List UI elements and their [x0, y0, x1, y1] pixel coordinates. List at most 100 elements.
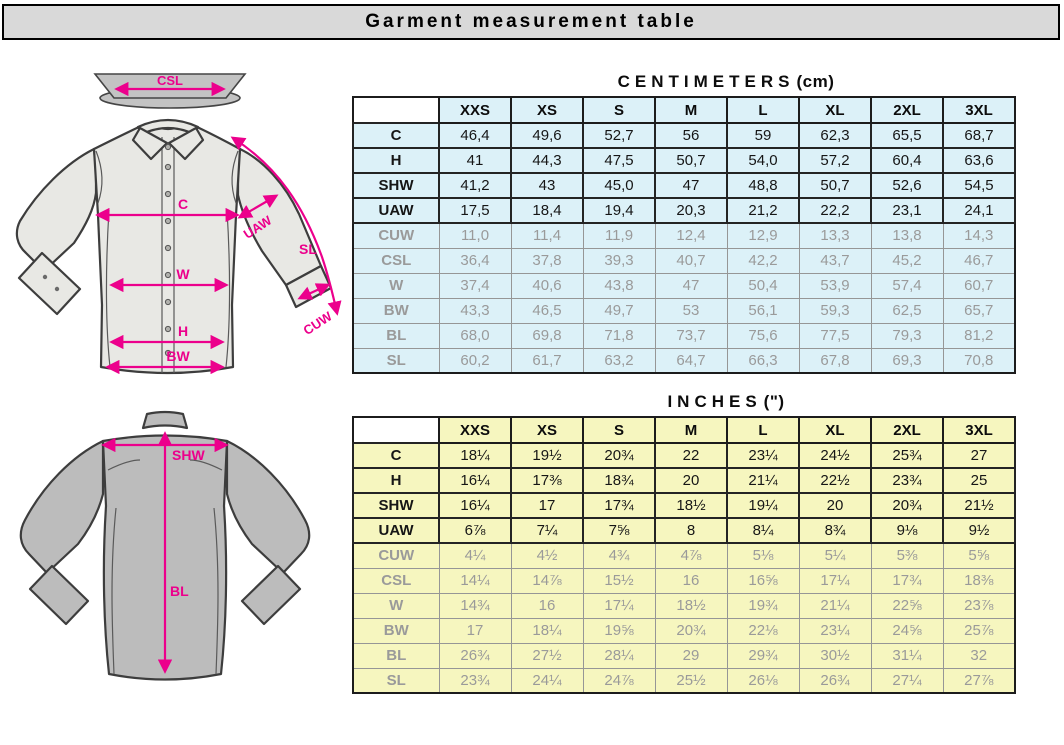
cm-row-BL: BL 68,0 69,8 71,8 73,7 75,6 77,5 79,3 81,2: [352, 322, 1016, 349]
measure-value-BW-3XL: 65,7: [942, 297, 1016, 324]
inches-table-title: INCHES ("): [438, 390, 1014, 416]
measure-value-SHW-XS: 43: [510, 172, 584, 199]
centimeters-table-title: CENTIMETERS (cm): [438, 70, 1014, 96]
measure-value-CSL-M: 16: [654, 567, 728, 594]
size-column-header-XL: XL: [798, 96, 872, 124]
measure-value-W-XL: 53,9: [798, 272, 872, 299]
bw-label: BW: [166, 348, 190, 364]
inch-row-H: H 16¼ 17⅜ 18¾ 20 21¼ 22½ 23¾ 25: [352, 467, 1016, 494]
measure-value-C-S: 52,7: [582, 122, 656, 149]
inch-row-SL: SL 23¾ 24¼ 24⅞ 25½ 26⅛ 26¾ 27¼ 27⅞: [352, 667, 1016, 694]
measure-value-CUW-M: 4⅞: [654, 542, 728, 569]
measure-value-CSL-XXS: 14¼: [438, 567, 512, 594]
measure-value-C-XS: 49,6: [510, 122, 584, 149]
measure-value-UAW-XS: 7¼: [510, 517, 584, 544]
measure-value-H-2XL: 23¾: [870, 467, 944, 494]
measure-label: CSL: [352, 247, 440, 274]
size-column-header-S: S: [582, 96, 656, 124]
measure-value-W-XS: 40,6: [510, 272, 584, 299]
shirt-front-drawing: [15, 118, 333, 375]
measure-value-H-M: 20: [654, 467, 728, 494]
measure-value-SHW-XXS: 16¼: [438, 492, 512, 519]
measure-label: C: [352, 442, 440, 469]
size-column-header-L: L: [726, 416, 800, 444]
measure-value-H-L: 54,0: [726, 147, 800, 174]
measure-label: CUW: [352, 222, 440, 249]
size-column-header-3XL: 3XL: [942, 96, 1016, 124]
inches-unit-suffix: ("): [763, 392, 785, 411]
measure-value-BW-3XL: 25⅞: [942, 617, 1016, 644]
measure-value-BW-XXS: 17: [438, 617, 512, 644]
measure-value-CSL-XS: 37,8: [510, 247, 584, 274]
inch-row-BW: BW 17 18¼ 19⅝ 20¾ 22⅛ 23¼ 24⅝ 25⅞: [352, 617, 1016, 644]
shirt-back-view-diagram: SHW BL: [19, 410, 311, 681]
measure-value-SHW-XL: 20: [798, 492, 872, 519]
measure-value-W-L: 19¾: [726, 592, 800, 619]
measure-value-SL-2XL: 69,3: [870, 347, 944, 374]
collar-band-piece: CSL: [93, 73, 247, 109]
corner-cell: [353, 97, 439, 123]
measure-value-C-L: 23¼: [726, 442, 800, 469]
measure-label: C: [352, 122, 440, 149]
measure-value-UAW-M: 8: [654, 517, 728, 544]
inch-row-CSL: CSL 14¼ 14⅞ 15½ 16 16⅝ 17¼ 17¾ 18⅜: [352, 567, 1016, 594]
inch-row-CUW: CUW 4¼ 4½ 4¾ 4⅞ 5⅛ 5¼ 5⅜ 5⅝: [352, 542, 1016, 569]
measure-value-H-XL: 57,2: [798, 147, 872, 174]
measure-value-BW-XXS: 43,3: [438, 297, 512, 324]
measure-value-CUW-3XL: 5⅝: [942, 542, 1016, 569]
inch-row-UAW: UAW 6⅞ 7¼ 7⅝ 8 8¼ 8¾ 9⅛ 9½: [352, 517, 1016, 544]
measure-value-W-XXS: 14¾: [438, 592, 512, 619]
measure-value-H-2XL: 60,4: [870, 147, 944, 174]
left-cuff: [17, 251, 82, 316]
measure-value-BW-XS: 46,5: [510, 297, 584, 324]
measure-value-C-M: 56: [654, 122, 728, 149]
measure-value-H-S: 47,5: [582, 147, 656, 174]
centimeters-title-text: CENTIMETERS: [617, 72, 795, 91]
measure-value-SL-3XL: 70,8: [942, 347, 1016, 374]
measure-value-CSL-L: 16⅝: [726, 567, 800, 594]
measure-value-W-L: 50,4: [726, 272, 800, 299]
measure-value-BL-L: 75,6: [726, 322, 800, 349]
measure-value-SL-L: 26⅛: [726, 667, 800, 694]
measure-value-C-S: 20¾: [582, 442, 656, 469]
measure-value-UAW-XS: 18,4: [510, 197, 584, 224]
measure-value-W-3XL: 60,7: [942, 272, 1016, 299]
measure-value-CUW-L: 5⅛: [726, 542, 800, 569]
measure-value-SL-XXS: 23¾: [438, 667, 512, 694]
measure-label: BL: [352, 322, 440, 349]
measure-value-CSL-2XL: 45,2: [870, 247, 944, 274]
corner-cell: [353, 417, 439, 443]
cm-row-BW: BW 43,3 46,5 49,7 53 56,1 59,3 62,5 65,7: [352, 297, 1016, 324]
measure-value-CUW-S: 4¾: [582, 542, 656, 569]
measure-value-UAW-XL: 22,2: [798, 197, 872, 224]
cm-row-CUW: CUW 11,0 11,4 11,9 12,4 12,9 13,3 13,8 14,3: [352, 222, 1016, 249]
page-title: Garment measurement table: [2, 4, 1060, 40]
measure-value-SHW-S: 45,0: [582, 172, 656, 199]
cm-row-CSL: CSL 36,4 37,8 39,3 40,7 42,2 43,7 45,2 46,7: [352, 247, 1016, 274]
inches-title-text: INCHES: [667, 392, 762, 411]
measure-value-C-M: 22: [654, 442, 728, 469]
measure-value-BL-M: 29: [654, 642, 728, 669]
measure-value-UAW-XXS: 17,5: [438, 197, 512, 224]
measure-value-SHW-M: 18½: [654, 492, 728, 519]
measure-value-BW-XS: 18¼: [510, 617, 584, 644]
measure-value-BL-XS: 27½: [510, 642, 584, 669]
measure-value-BL-S: 71,8: [582, 322, 656, 349]
measure-value-H-XS: 44,3: [510, 147, 584, 174]
measure-value-W-S: 17¼: [582, 592, 656, 619]
measure-value-UAW-2XL: 9⅛: [870, 517, 944, 544]
measure-value-CUW-XXS: 11,0: [438, 222, 512, 249]
size-column-header-XL: XL: [798, 416, 872, 444]
size-column-header-XS: XS: [510, 96, 584, 124]
measure-value-UAW-S: 19,4: [582, 197, 656, 224]
measure-value-CUW-2XL: 5⅜: [870, 542, 944, 569]
measure-value-BL-L: 29¾: [726, 642, 800, 669]
measure-value-H-XL: 22½: [798, 467, 872, 494]
cm-row-W: W 37,4 40,6 43,8 47 50,4 53,9 57,4 60,7: [352, 272, 1016, 299]
bl-label: BL: [170, 583, 189, 599]
measure-value-W-XL: 21¼: [798, 592, 872, 619]
measure-value-SL-S: 24⅞: [582, 667, 656, 694]
measure-value-H-XS: 17⅜: [510, 467, 584, 494]
measure-value-CUW-XXS: 4¼: [438, 542, 512, 569]
inch-row-C: C 18¼ 19½ 20¾ 22 23¼ 24½ 25¾ 27: [352, 442, 1016, 469]
